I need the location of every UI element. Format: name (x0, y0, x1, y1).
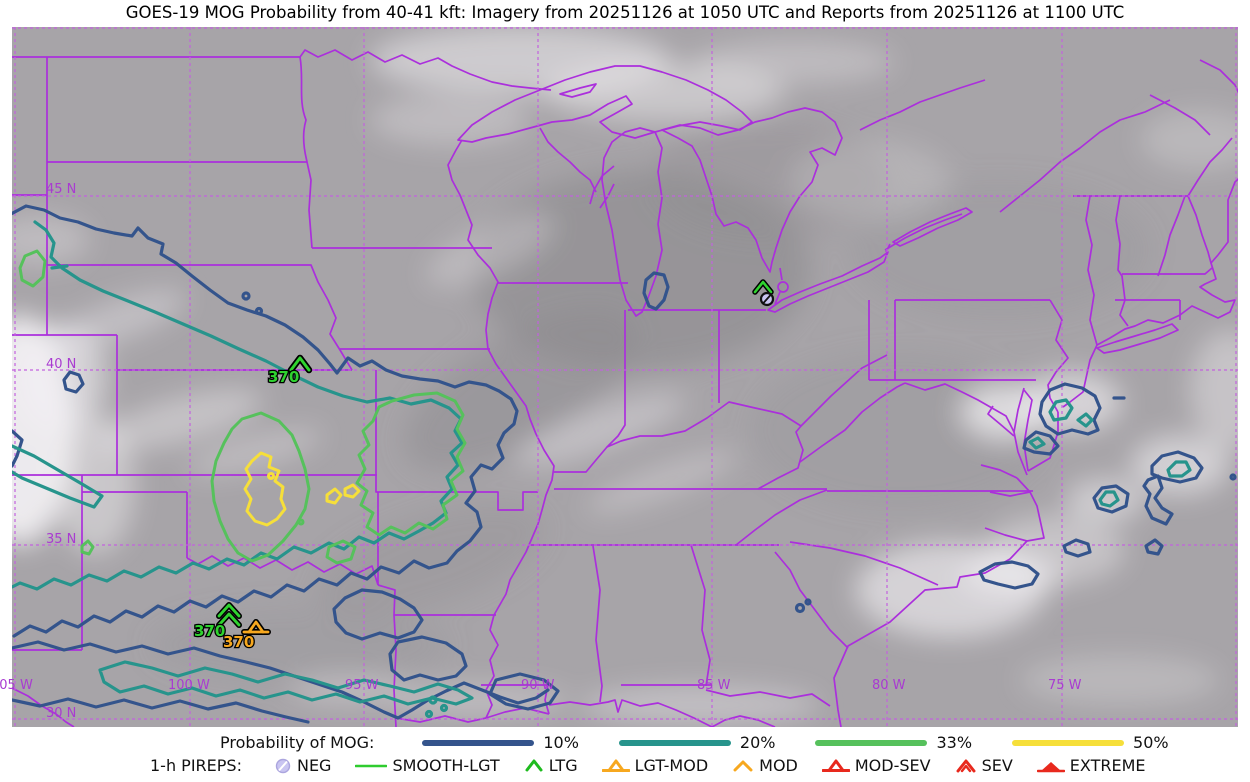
satellite-clouds (12, 27, 1238, 725)
lon-label: 90 W (521, 678, 555, 693)
grid-labels: 45 N 40 N 35 N 30 N 105 W 100 W 95 W 90 … (0, 182, 1082, 721)
graticule (12, 27, 1238, 727)
mod-sev-icon (821, 759, 850, 772)
lon-label: 75 W (1048, 678, 1082, 693)
lat-label: 45 N (46, 182, 76, 197)
mod-sev-label: MOD-SEV (854, 756, 931, 775)
sev-icon (956, 759, 976, 772)
lgt-mod-label: LGT-MOD (634, 756, 709, 775)
contour-33pct (18, 249, 467, 565)
map-canvas: 370 370 370 (12, 27, 1238, 727)
lat-label: 30 N (46, 706, 76, 721)
prob-20-swatch (618, 739, 731, 746)
legend-item-smooth-lgt: SMOOTH-LGT (355, 756, 500, 775)
pirep-ltg-marker (216, 602, 242, 628)
prob-10-label: 10% (543, 733, 579, 752)
sev-label: SEV (981, 756, 1013, 775)
legend-item-20pct: 20% (618, 733, 776, 752)
pirep-lgtmod-marker (241, 619, 271, 635)
smooth-lgt-label: SMOOTH-LGT (392, 756, 500, 775)
lat-label: 40 N (46, 357, 76, 372)
flight-level-label: 370 (194, 622, 225, 640)
extreme-icon (1036, 761, 1065, 772)
pirep-ltg-marker (287, 354, 313, 374)
prob-20-label: 20% (739, 733, 776, 752)
legend-pireps-title: 1-h PIREPS: (150, 756, 242, 775)
legend-item-neg: NEG (274, 756, 331, 775)
pirep-neg-marker (759, 291, 775, 307)
lon-label: 105 W (0, 678, 33, 693)
legend-probability: Probability of MOG: 10% 20% 33% 50% (220, 733, 1169, 752)
contour-50pct (243, 451, 361, 527)
lon-label: 85 W (697, 678, 731, 693)
legend-item-50pct: 50% (1012, 733, 1169, 752)
legend-item-10pct: 10% (422, 733, 579, 752)
flight-level-label: 370 (223, 633, 254, 651)
lon-label: 80 W (872, 678, 906, 693)
pirep-ltg-marker (752, 279, 774, 295)
lgt-mod-icon (601, 759, 630, 772)
page-title: GOES-19 MOG Probability from 40-41 kft: … (125, 3, 1125, 22)
flight-level-label: 370 (268, 368, 299, 386)
prob-50-swatch (1012, 739, 1125, 746)
prob-33-label: 33% (936, 733, 973, 752)
prob-33-swatch (815, 739, 928, 746)
mod-label: MOD (759, 756, 798, 775)
legend-pireps: 1-h PIREPS: NEG SMOOTH-LGT LTG (150, 756, 1145, 775)
ltg-icon (525, 759, 543, 771)
neg-icon (275, 758, 291, 773)
prob-10-swatch (422, 739, 535, 746)
legend-item-33pct: 33% (815, 733, 972, 752)
prob-50-label: 50% (1133, 733, 1169, 752)
pirep-markers: 370 370 370 (193, 279, 775, 652)
legend-item-lgt-mod: LGT-MOD (601, 756, 709, 775)
lat-label: 35 N (46, 532, 76, 547)
legend-item-extreme: EXTREME (1036, 756, 1146, 775)
extreme-label: EXTREME (1069, 756, 1146, 775)
smooth-lgt-icon (355, 764, 388, 767)
legend-item-ltg: LTG (524, 756, 578, 775)
contour-10pct (12, 204, 1237, 724)
ltg-label: LTG (548, 756, 578, 775)
lon-label: 95 W (345, 678, 379, 693)
legend-probability-title: Probability of MOG: (220, 733, 375, 752)
legend-item-sev: SEV (955, 756, 1013, 775)
mod-icon (733, 760, 753, 771)
neg-label: NEG (296, 756, 332, 775)
contour-20pct (12, 220, 1192, 719)
legend-item-mod-sev: MOD-SEV (821, 756, 931, 775)
legend-item-mod: MOD (732, 756, 798, 775)
lon-label: 100 W (168, 678, 210, 693)
